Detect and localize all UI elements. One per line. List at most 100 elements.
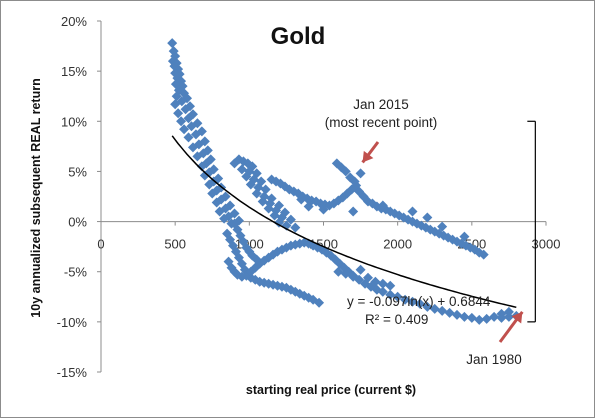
data-point — [385, 289, 396, 300]
annotation-text: Jan 1980 — [466, 352, 522, 367]
data-point — [245, 179, 256, 190]
data-point — [296, 194, 307, 205]
data-point — [180, 104, 191, 115]
data-point — [207, 188, 218, 199]
annotation: Jan 1980 — [466, 310, 524, 367]
data-point — [190, 129, 201, 140]
data-point — [236, 164, 247, 175]
data-point — [392, 291, 403, 302]
y-tick-label: 20% — [61, 14, 87, 29]
data-point — [263, 203, 274, 214]
data-point — [251, 188, 262, 199]
data-point — [186, 121, 197, 132]
data-point — [314, 297, 325, 308]
data-point — [348, 206, 359, 217]
y-tick-label: -15% — [57, 365, 88, 380]
x-tick-label: 3000 — [532, 237, 561, 252]
data-point — [290, 222, 301, 233]
data-point — [274, 217, 284, 228]
data-point — [333, 266, 344, 277]
x-tick-label: 500 — [164, 237, 186, 252]
data-point — [400, 294, 411, 305]
y-tick-label: -5% — [64, 265, 88, 280]
x-tick-label: 2000 — [383, 237, 412, 252]
data-point — [303, 201, 314, 212]
data-point — [251, 254, 262, 265]
trendline-equation: y = -0.097ln(x) + 0.6844 R² = 0.409 — [347, 294, 491, 327]
data-point — [167, 56, 178, 67]
data-point — [260, 184, 271, 195]
data-point — [474, 314, 485, 325]
data-points — [167, 38, 522, 325]
data-point — [199, 170, 210, 181]
data-point — [414, 298, 425, 309]
annotation-arrowhead — [362, 150, 374, 163]
data-point — [241, 171, 252, 182]
data-point — [211, 197, 222, 208]
data-point — [370, 276, 381, 287]
data-point — [385, 280, 396, 291]
data-point — [437, 305, 448, 316]
trendline — [171, 135, 517, 309]
data-point — [377, 200, 388, 211]
data-point — [179, 124, 190, 135]
data-point — [481, 313, 492, 324]
data-point — [196, 161, 207, 172]
data-point — [496, 308, 507, 319]
y-axis-label: 10y annualized subsequent REAL return — [29, 78, 43, 317]
data-point — [318, 204, 329, 215]
annotation-arrowhead — [511, 311, 523, 324]
y-tick-label: -10% — [57, 315, 88, 330]
data-point — [503, 306, 514, 317]
data-point — [183, 132, 194, 143]
annotations: Jan 2015 (most recent point) Jan 1980 — [325, 97, 524, 367]
y-tick-label: 5% — [68, 164, 87, 179]
data-point — [340, 268, 351, 279]
data-point — [355, 168, 366, 179]
data-point — [466, 312, 477, 323]
data-point — [340, 166, 351, 177]
trendline-r2-text: R² = 0.409 — [365, 312, 428, 327]
data-point — [171, 91, 182, 102]
y-tick-label: 15% — [61, 64, 87, 79]
data-point — [285, 214, 296, 225]
x-tick-label: 0 — [97, 237, 104, 252]
data-point — [187, 142, 198, 153]
data-point — [377, 286, 388, 297]
data-point — [452, 309, 462, 320]
data-point — [348, 271, 359, 282]
data-point — [422, 212, 433, 223]
y-tick-label: 10% — [61, 114, 87, 129]
data-point — [459, 231, 470, 242]
data-point — [459, 311, 470, 322]
chart-title: Gold — [271, 23, 326, 50]
data-point — [176, 116, 187, 127]
annotation-text: (most recent point) — [325, 115, 438, 130]
data-point — [407, 296, 418, 307]
data-point — [503, 311, 514, 322]
data-point — [214, 206, 225, 217]
data-point — [422, 301, 433, 312]
data-point — [437, 221, 448, 232]
data-point — [429, 303, 440, 314]
x-axis-label: starting real price (current $) — [246, 383, 416, 397]
data-point — [170, 99, 181, 110]
data-point — [183, 113, 194, 124]
data-point — [257, 196, 268, 207]
data-point — [363, 272, 373, 283]
data-point — [377, 278, 388, 289]
data-point — [444, 307, 455, 318]
data-point — [167, 38, 178, 49]
data-point — [171, 58, 182, 69]
data-point — [269, 210, 280, 221]
data-point — [349, 176, 360, 187]
data-point — [407, 206, 418, 217]
data-point — [478, 249, 489, 260]
data-point — [204, 179, 215, 190]
data-point — [355, 264, 366, 275]
data-point — [192, 151, 203, 162]
annotation-text: Jan 2015 — [353, 97, 409, 112]
data-point — [489, 311, 500, 322]
